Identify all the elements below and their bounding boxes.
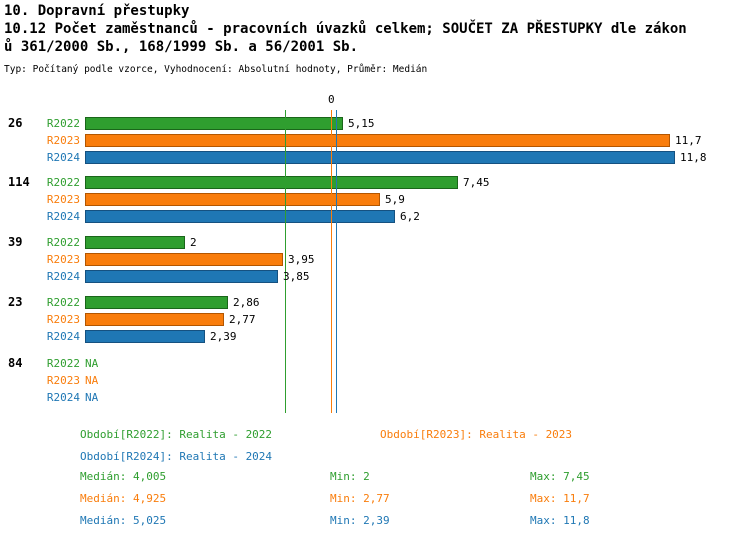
stat-r2024-max: Max: 11,8	[530, 514, 590, 527]
series-label-r2024: R2024	[46, 151, 80, 164]
bar-39-r2023	[85, 253, 283, 266]
legend-r2022: Období[R2022]: Realita - 2022	[80, 428, 273, 441]
series-label-r2023: R2023	[46, 313, 80, 326]
value-label-114-r2023: 5,9	[385, 193, 405, 206]
series-label-r2022: R2022	[46, 296, 80, 309]
stat-r2023-min: Min: 2,77	[330, 492, 390, 505]
group-label-39: 39	[8, 235, 23, 249]
stat-r2024-median: Medián: 5,025	[80, 514, 167, 527]
bar-39-r2022	[85, 236, 185, 249]
chart-title-line2: 10.12 Počet zaměstnanců - pracovních úva…	[4, 21, 687, 37]
series-label-r2023: R2023	[46, 193, 80, 206]
legend-r2023: Období[R2023]: Realita - 2023	[380, 428, 573, 441]
series-label-r2024: R2024	[46, 330, 80, 343]
chart-title-line1: 10. Dopravní přestupky	[4, 3, 190, 19]
chart-subtitle: Typ: Počítaný podle vzorce, Vyhodnocení:…	[4, 64, 428, 75]
value-label-23-r2024: 2,39	[210, 330, 237, 343]
bar-39-r2024	[85, 270, 278, 283]
value-label-23-r2023: 2,77	[229, 313, 256, 326]
stat-r2022-max: Max: 7,45	[530, 470, 590, 483]
bar-26-r2024	[85, 151, 675, 164]
value-label-39-r2024: 3,85	[283, 270, 310, 283]
bar-23-r2024	[85, 330, 205, 343]
bar-26-r2022	[85, 117, 343, 130]
group-label-84: 84	[8, 356, 23, 370]
stat-r2022-min: Min: 2	[330, 470, 370, 483]
bar-23-r2022	[85, 296, 228, 309]
value-label-39-r2022: 2	[190, 236, 197, 249]
group-label-26: 26	[8, 116, 23, 130]
value-label-114-r2022: 7,45	[463, 176, 490, 189]
group-label-114: 114	[8, 175, 30, 189]
value-label-26-r2023: 11,7	[675, 134, 702, 147]
value-label-39-r2023: 3,95	[288, 253, 315, 266]
median-line-r2023	[331, 110, 332, 413]
chart-title-line3: ů 361/2000 Sb., 168/1999 Sb. a 56/2001 S…	[4, 39, 359, 55]
group-label-23: 23	[8, 295, 23, 309]
value-label-23-r2022: 2,86	[233, 296, 260, 309]
stat-r2024-min: Min: 2,39	[330, 514, 390, 527]
legend-r2024: Období[R2024]: Realita - 2024	[80, 450, 273, 463]
bar-114-r2022	[85, 176, 458, 189]
bar-23-r2023	[85, 313, 224, 326]
bar-114-r2023	[85, 193, 380, 206]
na-label-84-r2023: NA	[85, 374, 99, 387]
series-label-r2022: R2022	[46, 357, 80, 370]
stat-r2023-max: Max: 11,7	[530, 492, 590, 505]
series-label-r2024: R2024	[46, 391, 80, 404]
series-label-r2022: R2022	[46, 117, 80, 130]
series-label-r2022: R2022	[46, 236, 80, 249]
value-label-26-r2024: 11,8	[680, 151, 707, 164]
value-label-26-r2022: 5,15	[348, 117, 375, 130]
median-line-r2024	[336, 110, 337, 413]
axis-zero-label: 0	[328, 93, 335, 106]
value-label-114-r2024: 6,2	[400, 210, 420, 223]
bar-26-r2023	[85, 134, 670, 147]
series-label-r2024: R2024	[46, 210, 80, 223]
stat-r2022-median: Medián: 4,005	[80, 470, 167, 483]
series-label-r2024: R2024	[46, 270, 80, 283]
stat-r2023-median: Medián: 4,925	[80, 492, 167, 505]
na-label-84-r2024: NA	[85, 391, 99, 404]
na-label-84-r2022: NA	[85, 357, 99, 370]
series-label-r2023: R2023	[46, 253, 80, 266]
series-label-r2022: R2022	[46, 176, 80, 189]
series-label-r2023: R2023	[46, 134, 80, 147]
series-label-r2023: R2023	[46, 374, 80, 387]
median-line-r2022	[285, 110, 286, 413]
bar-114-r2024	[85, 210, 395, 223]
